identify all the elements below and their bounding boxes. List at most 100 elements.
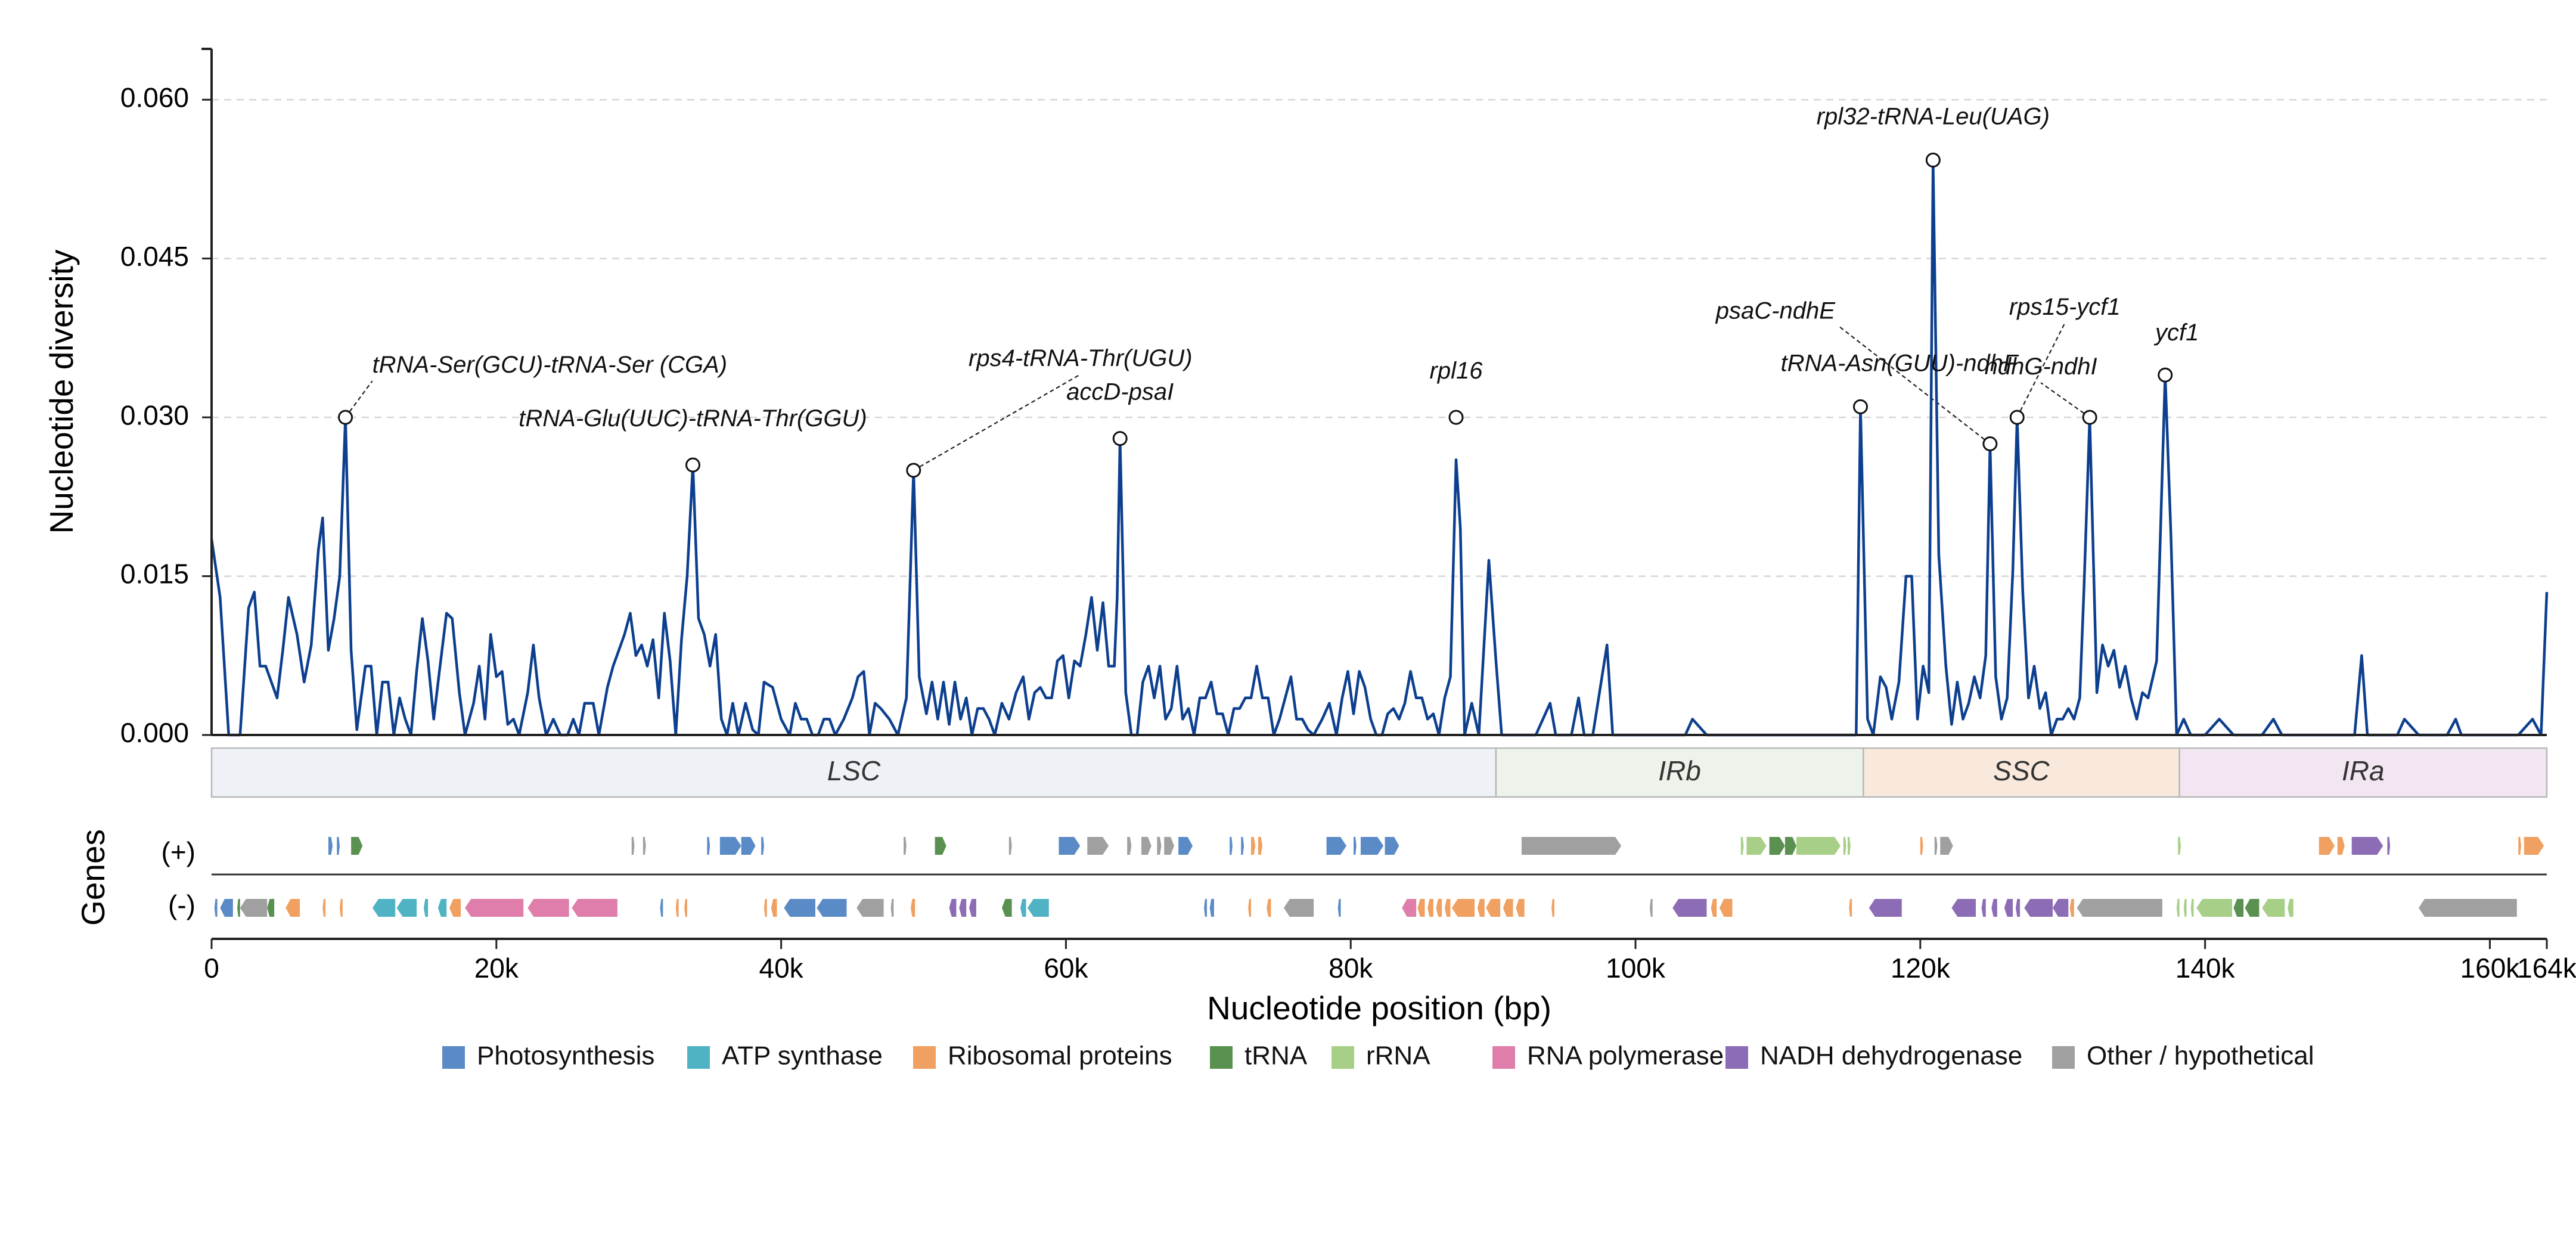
peak-leader-line: [344, 380, 373, 418]
plus-strand-genes: [328, 837, 2544, 855]
legend-swatch: [1332, 1046, 1354, 1069]
gene-block: [1869, 899, 1902, 917]
gene-block: [959, 899, 967, 917]
gene-block: [2387, 837, 2391, 855]
gene-block: [237, 899, 240, 917]
x-tick-label: 100k: [1606, 953, 1666, 984]
gene-block: [2190, 899, 2194, 917]
peak-marker: [1112, 431, 1128, 446]
x-tick-label: 164k: [2517, 953, 2576, 984]
gene-block: [2518, 837, 2521, 855]
gene-block: [1436, 899, 1442, 917]
legend-label: Ribosomal proteins: [948, 1041, 1172, 1071]
gene-block: [1008, 837, 1012, 855]
gene-block: [1326, 837, 1347, 855]
x-tick-label: 160k: [2460, 953, 2521, 984]
y-tick-label: 0.000: [120, 717, 189, 748]
gene-block: [761, 837, 764, 855]
gene-block: [2069, 899, 2074, 917]
gene-block: [1672, 899, 1707, 917]
peak-label: rps4-tRNA-Thr(UGU): [969, 345, 1193, 371]
legend-swatch: [1492, 1046, 1515, 1069]
gene-block: [1353, 837, 1357, 855]
gene-block: [1427, 899, 1433, 917]
gene-block: [1920, 837, 1923, 855]
peak-leader-line: [2040, 382, 2090, 418]
peak-markers: [338, 153, 2173, 478]
gene-block: [1847, 837, 1851, 855]
gene-block: [675, 899, 679, 917]
region-irb: [1495, 747, 1864, 798]
peak-leader-line: [2016, 322, 2066, 418]
gene-block: [684, 899, 687, 917]
peak-marker: [2082, 410, 2097, 425]
gene-block: [1204, 899, 1207, 917]
gene-block: [631, 837, 635, 855]
gene-block: [220, 899, 233, 917]
gene-block: [1796, 837, 1841, 855]
gene-block: [935, 837, 946, 855]
legend-swatch: [2052, 1046, 2075, 1069]
gene-block: [1417, 899, 1425, 917]
gene-block: [214, 899, 218, 917]
minus-strand-label: (-): [168, 889, 195, 920]
y-axis-title: Nucleotide diversity: [43, 249, 80, 534]
gene-block: [2262, 899, 2285, 917]
gene-block: [2288, 899, 2293, 917]
gene-block: [2176, 899, 2180, 917]
gene-block: [1230, 837, 1233, 855]
legend-swatch: [1725, 1046, 1748, 1069]
gene-block: [337, 837, 340, 855]
legend: Photosynthesis ATP synthase Ribosomal prot…: [442, 1041, 2314, 1071]
gene-block: [1451, 899, 1475, 917]
gene-block: [1769, 837, 1785, 855]
gene-block: [1521, 837, 1622, 855]
y-tick-label: 0.015: [120, 559, 189, 590]
gene-block: [449, 899, 461, 917]
gene-block: [1402, 899, 1417, 917]
gene-block: [351, 837, 363, 855]
gene-block: [285, 899, 300, 917]
gene-block: [240, 899, 268, 917]
gene-block: [572, 899, 617, 917]
gene-block: [2053, 899, 2069, 917]
gene-block: [340, 899, 343, 917]
minus-strand-genes: [214, 899, 2517, 917]
gene-block: [1059, 837, 1081, 855]
gene-block: [1551, 899, 1554, 917]
gene-block: [1849, 899, 1852, 917]
gene-block: [1486, 899, 1501, 917]
gene-block: [2183, 899, 2187, 917]
x-tick-label: 20k: [474, 953, 519, 984]
x-tick-label: 60k: [1044, 953, 1088, 984]
x-tick-label: 40k: [759, 953, 804, 984]
gene-block: [2004, 899, 2013, 917]
peak-marker: [1925, 153, 1941, 168]
gene-block: [465, 899, 524, 917]
gene-block: [890, 899, 894, 917]
peak-leaders: [344, 322, 2090, 471]
gene-block: [2418, 899, 2517, 917]
legend-label: NADH dehydrogenase: [1760, 1041, 2022, 1071]
x-axis-title: Nucleotide position (bp): [1207, 990, 1551, 1026]
gene-block: [764, 899, 767, 917]
legend-label: rRNA: [1366, 1041, 1430, 1071]
gene-block: [1784, 837, 1796, 855]
gene-block: [643, 837, 646, 855]
gene-block: [1649, 899, 1653, 917]
peak-labels: tRNA-Ser(GCU)-tRNA-Ser (CGA) tRNA-Glu(UUC…: [373, 104, 2199, 432]
gene-block: [2524, 837, 2544, 855]
region-label: IRa: [2342, 755, 2385, 786]
gene-block: [2351, 837, 2383, 855]
gene-block: [396, 899, 417, 917]
legend-label: Photosynthesis: [477, 1041, 654, 1071]
gene-block: [2196, 899, 2233, 917]
peak-marker: [906, 463, 921, 478]
gene-block: [322, 899, 326, 917]
peak-label: psaC-ndhE: [1715, 298, 1836, 324]
gene-block: [719, 837, 741, 855]
gene-block: [1258, 837, 1263, 855]
x-tick-label: 120k: [1891, 953, 1951, 984]
legend-swatch: [913, 1046, 936, 1069]
